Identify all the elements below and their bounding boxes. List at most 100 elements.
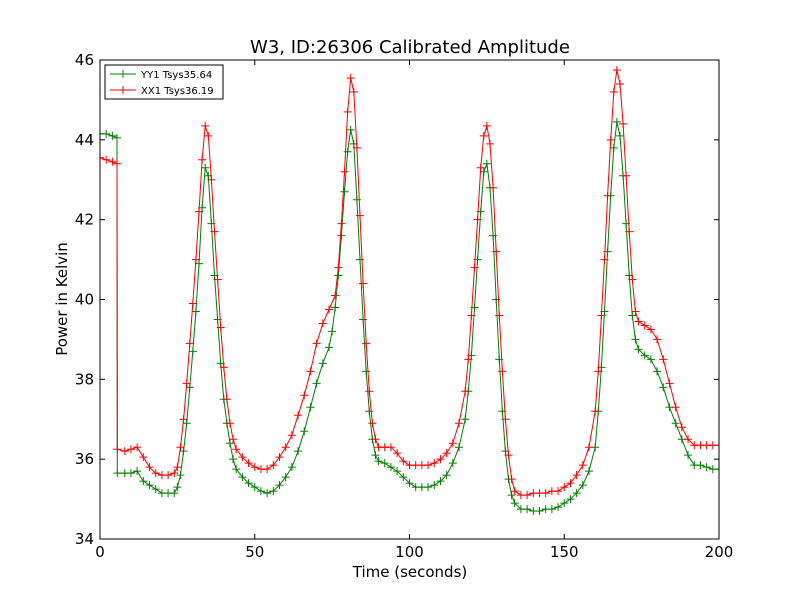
data-point [482, 159, 491, 168]
plot-area [100, 65, 719, 516]
data-point [572, 471, 581, 480]
data-point [113, 133, 122, 142]
data-point [485, 139, 494, 148]
y-tick-label: 34 [75, 530, 94, 548]
data-point [615, 79, 624, 88]
data-point [201, 163, 210, 172]
data-point [594, 367, 603, 376]
series-1 [100, 117, 719, 516]
data-point [269, 487, 278, 496]
data-point [455, 419, 464, 428]
data-point [671, 403, 680, 412]
data-point [201, 121, 210, 130]
y-axis-label: Power in Kelvin [53, 242, 71, 356]
data-point [287, 463, 296, 472]
legend-label: XX1 Tsys36.19 [141, 86, 214, 97]
data-point [294, 447, 303, 456]
data-point [386, 463, 395, 472]
data-point [352, 143, 361, 152]
data-point [455, 443, 464, 452]
data-point [325, 305, 334, 314]
data-point [448, 459, 457, 468]
data-point [232, 445, 241, 454]
data-point [238, 453, 247, 462]
data-point [126, 445, 135, 454]
legend-label: YY1 Tsys35.64 [140, 70, 212, 81]
data-point [448, 439, 457, 448]
data-point [504, 451, 513, 460]
data-point [151, 469, 160, 478]
data-point [294, 411, 303, 420]
data-point [482, 121, 491, 130]
data-point [188, 299, 197, 308]
data-point [250, 483, 259, 492]
data-point [173, 483, 182, 492]
data-point [646, 325, 655, 334]
data-point [108, 131, 117, 140]
data-point [659, 383, 668, 392]
data-point [100, 153, 104, 162]
data-point [492, 247, 501, 256]
data-point [176, 471, 185, 480]
data-point [275, 453, 284, 462]
data-point [170, 489, 179, 498]
data-point [244, 479, 253, 488]
data-point [510, 487, 519, 496]
data-point [715, 465, 719, 474]
data-point [164, 471, 173, 480]
data-point [325, 343, 334, 352]
data-point [337, 219, 346, 228]
legend-marker [119, 70, 127, 78]
data-point [331, 291, 340, 300]
data-point [195, 207, 204, 216]
data-point [442, 471, 451, 480]
data-point [287, 431, 296, 440]
data-point [609, 143, 618, 152]
data-point [572, 489, 581, 498]
x-tick-label: 200 [705, 543, 734, 561]
data-point [340, 187, 349, 196]
data-point [380, 459, 389, 468]
data-point [368, 419, 377, 428]
data-point [634, 317, 643, 326]
data-point [334, 263, 343, 272]
data-point [436, 455, 445, 464]
data-point [405, 479, 414, 488]
data-point [229, 435, 238, 444]
data-point [603, 191, 612, 200]
data-point [229, 455, 238, 464]
data-point [145, 481, 154, 490]
data-point [622, 171, 631, 180]
data-point [371, 451, 380, 460]
data-point [346, 73, 355, 82]
data-point [566, 479, 575, 488]
data-point [337, 231, 346, 240]
data-point [578, 461, 587, 470]
data-point [495, 311, 504, 320]
data-point [300, 427, 309, 436]
data-point [102, 129, 111, 138]
data-point [213, 275, 222, 284]
data-point [510, 499, 519, 508]
data-point [640, 351, 649, 360]
data-point [591, 407, 600, 416]
data-point [507, 475, 516, 484]
x-tick-label: 0 [95, 543, 105, 561]
data-point [318, 319, 327, 328]
data-point [461, 387, 470, 396]
data-point [312, 379, 321, 388]
data-point [600, 255, 609, 264]
data-point [198, 155, 207, 164]
data-point [646, 355, 655, 364]
data-point [113, 159, 122, 168]
data-point [399, 473, 408, 482]
data-point [578, 481, 587, 490]
chart-title: W3, ID:26306 Calibrated Amplitude [250, 37, 570, 58]
data-point [612, 117, 621, 126]
axis-ticks: 0 50 100 150 200 34 36 38 40 42 44 46 [75, 51, 733, 561]
data-point [501, 415, 510, 424]
data-point [541, 489, 550, 498]
data-point [139, 453, 148, 462]
data-point [671, 419, 680, 428]
